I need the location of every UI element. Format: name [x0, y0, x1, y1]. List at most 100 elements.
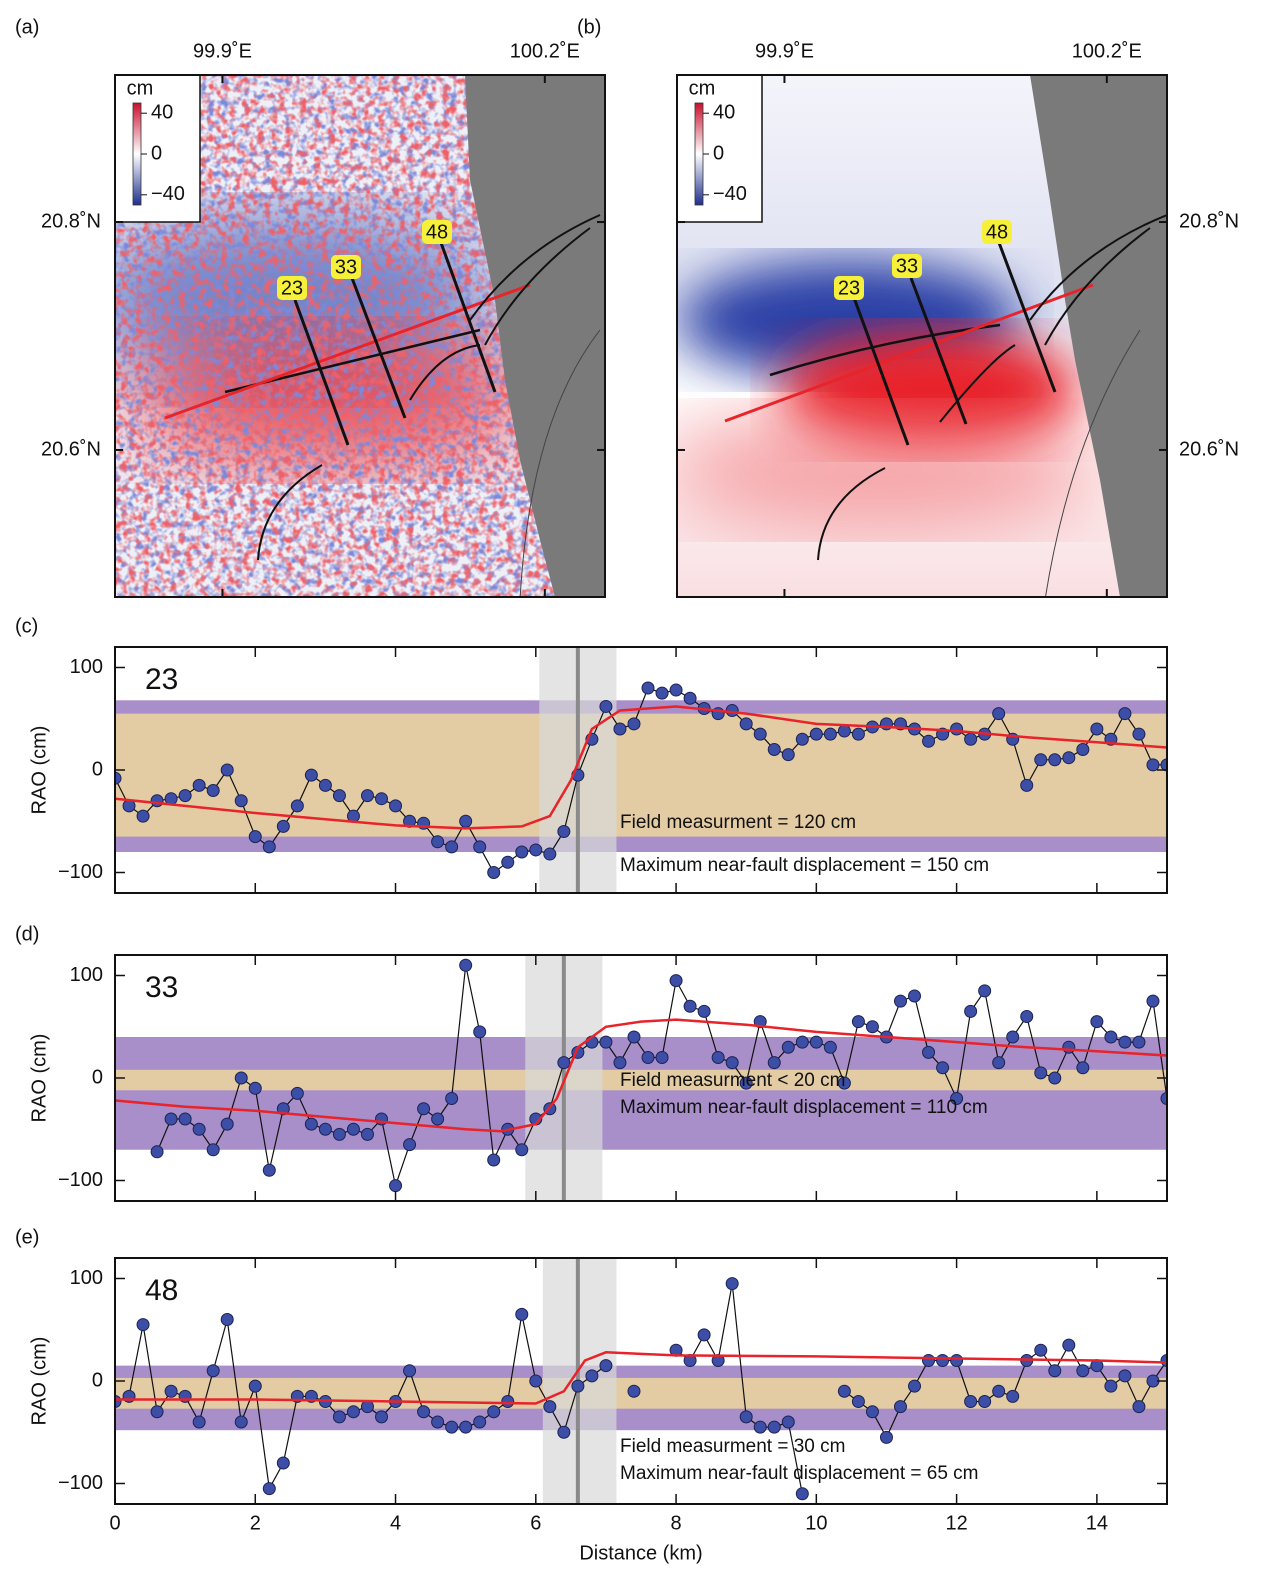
profile-label: 23 — [145, 663, 178, 696]
y-tick-label: −100 — [58, 861, 103, 883]
x-tick-label: 2 — [250, 1512, 261, 1534]
data-point — [193, 1416, 205, 1428]
data-point — [600, 700, 612, 712]
y-tick-label: 100 — [70, 964, 103, 986]
lon-tick-label: 100.2˚E — [1072, 40, 1142, 62]
data-point — [1049, 1365, 1061, 1377]
data-point — [474, 841, 486, 853]
data-point — [1063, 1339, 1075, 1351]
data-point — [937, 1062, 949, 1074]
data-point — [333, 1411, 345, 1423]
data-point — [460, 959, 472, 971]
data-point — [684, 692, 696, 704]
lat-tick-label: 20.8˚N — [1179, 210, 1239, 232]
data-point — [404, 1139, 416, 1151]
data-point — [249, 831, 261, 843]
colorbar-tick-label: −40 — [151, 183, 185, 205]
data-point — [361, 1128, 373, 1140]
data-point — [390, 800, 402, 812]
data-point — [754, 728, 766, 740]
lon-tick-label: 99.9˚E — [755, 40, 814, 62]
profile-label: 23 — [281, 277, 303, 299]
lon-tick-label: 99.9˚E — [193, 40, 252, 62]
data-point — [782, 1041, 794, 1053]
colorbar-unit: cm — [689, 77, 716, 99]
data-point — [376, 793, 388, 805]
data-point — [838, 1385, 850, 1397]
data-point — [1119, 708, 1131, 720]
data-point — [277, 1457, 289, 1469]
data-point — [221, 1118, 233, 1130]
colorbar — [695, 103, 703, 205]
data-point — [796, 1036, 808, 1048]
data-point — [376, 1411, 388, 1423]
data-point — [979, 1396, 991, 1408]
data-point — [221, 1314, 233, 1326]
data-point — [333, 790, 345, 802]
data-point — [1049, 1072, 1061, 1084]
data-point — [824, 1041, 836, 1053]
data-point — [909, 1380, 921, 1392]
data-point — [894, 1401, 906, 1413]
annotation: Maximum near-fault displacement = 110 cm — [620, 1097, 988, 1118]
data-point — [558, 1426, 570, 1438]
data-point — [488, 1154, 500, 1166]
data-point — [740, 1411, 752, 1423]
data-point — [460, 815, 472, 827]
colorbar-tick-label: 40 — [713, 101, 735, 123]
data-point — [684, 1000, 696, 1012]
y-tick-label: 0 — [92, 1369, 103, 1391]
data-point — [390, 1180, 402, 1192]
data-point — [1077, 1062, 1089, 1074]
data-point — [600, 1036, 612, 1048]
data-point — [1035, 1067, 1047, 1079]
page: {"maps": [ {"panel": "(a)", "xlim": [99.… — [0, 0, 1268, 1587]
data-point — [249, 1380, 261, 1392]
data-point — [923, 735, 935, 747]
data-point — [656, 687, 668, 699]
data-point — [1147, 995, 1159, 1007]
data-point — [824, 728, 836, 740]
panel-label: (e) — [15, 1226, 39, 1248]
data-point — [1105, 1031, 1117, 1043]
profile-label: 33 — [145, 971, 178, 1004]
lon-tick-label: 100.2˚E — [510, 40, 580, 62]
data-point — [866, 1406, 878, 1418]
colorbar-tick-label: 0 — [151, 142, 162, 164]
data-point — [137, 810, 149, 822]
annotation: Field measurment = 120 cm — [620, 812, 856, 833]
data-point — [432, 1113, 444, 1125]
data-point — [179, 790, 191, 802]
data-point — [151, 795, 163, 807]
x-tick-label: 12 — [945, 1512, 967, 1534]
data-point — [698, 1329, 710, 1341]
data-point — [193, 779, 205, 791]
data-point — [235, 1416, 247, 1428]
data-point — [277, 820, 289, 832]
x-tick-label: 0 — [109, 1512, 120, 1534]
y-axis-label: RAO (cm) — [28, 1034, 50, 1123]
data-point — [923, 1355, 935, 1367]
data-point — [516, 1144, 528, 1156]
data-point — [1119, 1036, 1131, 1048]
data-point — [572, 1380, 584, 1392]
annotation: Maximum near-fault displacement = 150 cm — [620, 855, 989, 876]
data-point — [165, 1113, 177, 1125]
data-point — [319, 1123, 331, 1135]
data-point — [361, 1401, 373, 1413]
y-tick-label: 100 — [70, 656, 103, 678]
data-point — [993, 1385, 1005, 1397]
data-point — [544, 848, 556, 860]
data-point — [1133, 1401, 1145, 1413]
y-tick-label: 0 — [92, 758, 103, 780]
data-point — [768, 1057, 780, 1069]
data-point — [502, 1396, 514, 1408]
data-point — [347, 1406, 359, 1418]
data-point — [838, 725, 850, 737]
data-point — [1007, 1390, 1019, 1402]
profile-label: 23 — [838, 277, 860, 299]
data-point — [656, 1052, 668, 1064]
data-point — [852, 728, 864, 740]
map-b-image — [660, 75, 1167, 600]
data-point — [642, 682, 654, 694]
